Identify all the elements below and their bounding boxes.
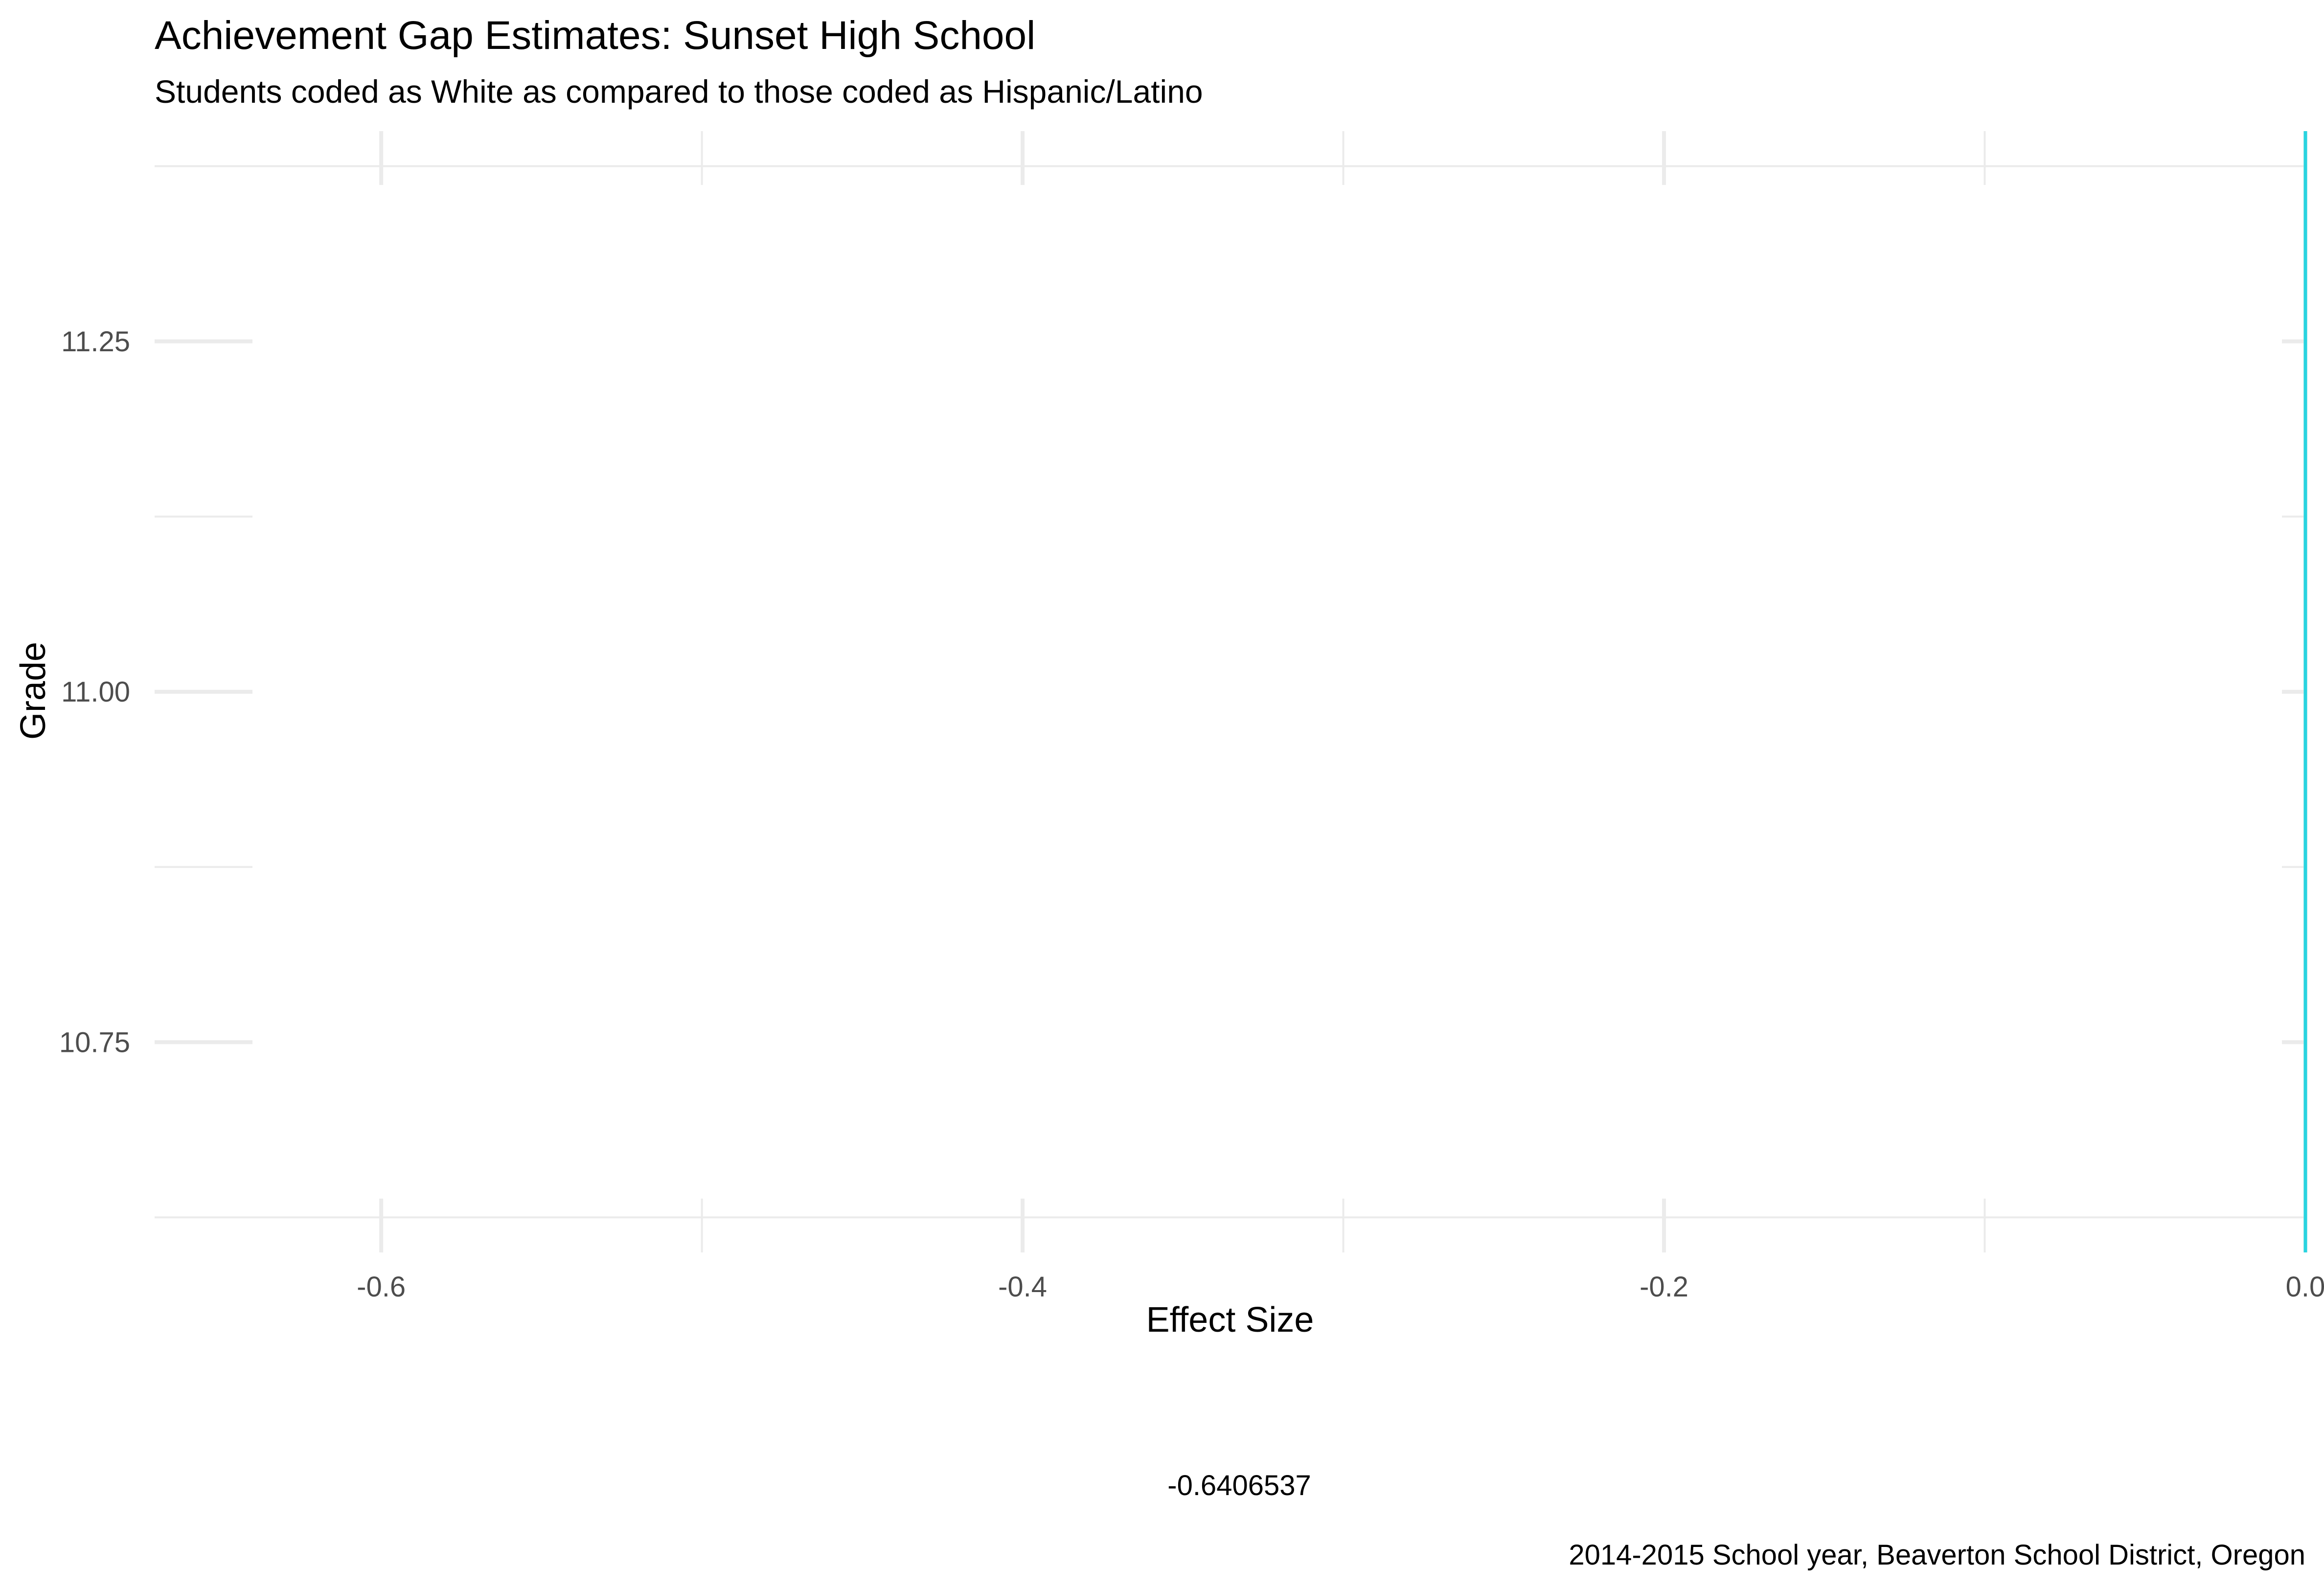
x-tick-label: -0.4 [998, 1271, 1047, 1303]
x-tick-label: -0.6 [357, 1271, 406, 1303]
axis-labels: -0.6 -0.4 -0.2 0.0 10.75 11.00 11.25 [59, 326, 2324, 1303]
y-tick-label: 11.25 [61, 326, 130, 358]
y-tick-label: 11.00 [61, 676, 130, 708]
gap-estimate-label: -0.6406537 [1167, 1470, 1311, 1501]
chart-caption: 2014-2015 School year, Beaverton School … [1569, 1539, 2305, 1571]
chart-title: Achievement Gap Estimates: Sunset High S… [155, 13, 1035, 58]
plot-panel-fill [252, 185, 2282, 1199]
grid-lines [155, 131, 2307, 1252]
x-tick-label: -0.2 [1640, 1271, 1688, 1303]
y-axis-title: Grade [14, 642, 53, 740]
y-tick-label: 10.75 [59, 1026, 130, 1058]
x-axis-title: Effect Size [1146, 1300, 1314, 1340]
x-tick-label: 0.0 [2286, 1271, 2324, 1303]
chart-subtitle: Students coded as White as compared to t… [155, 73, 1203, 110]
